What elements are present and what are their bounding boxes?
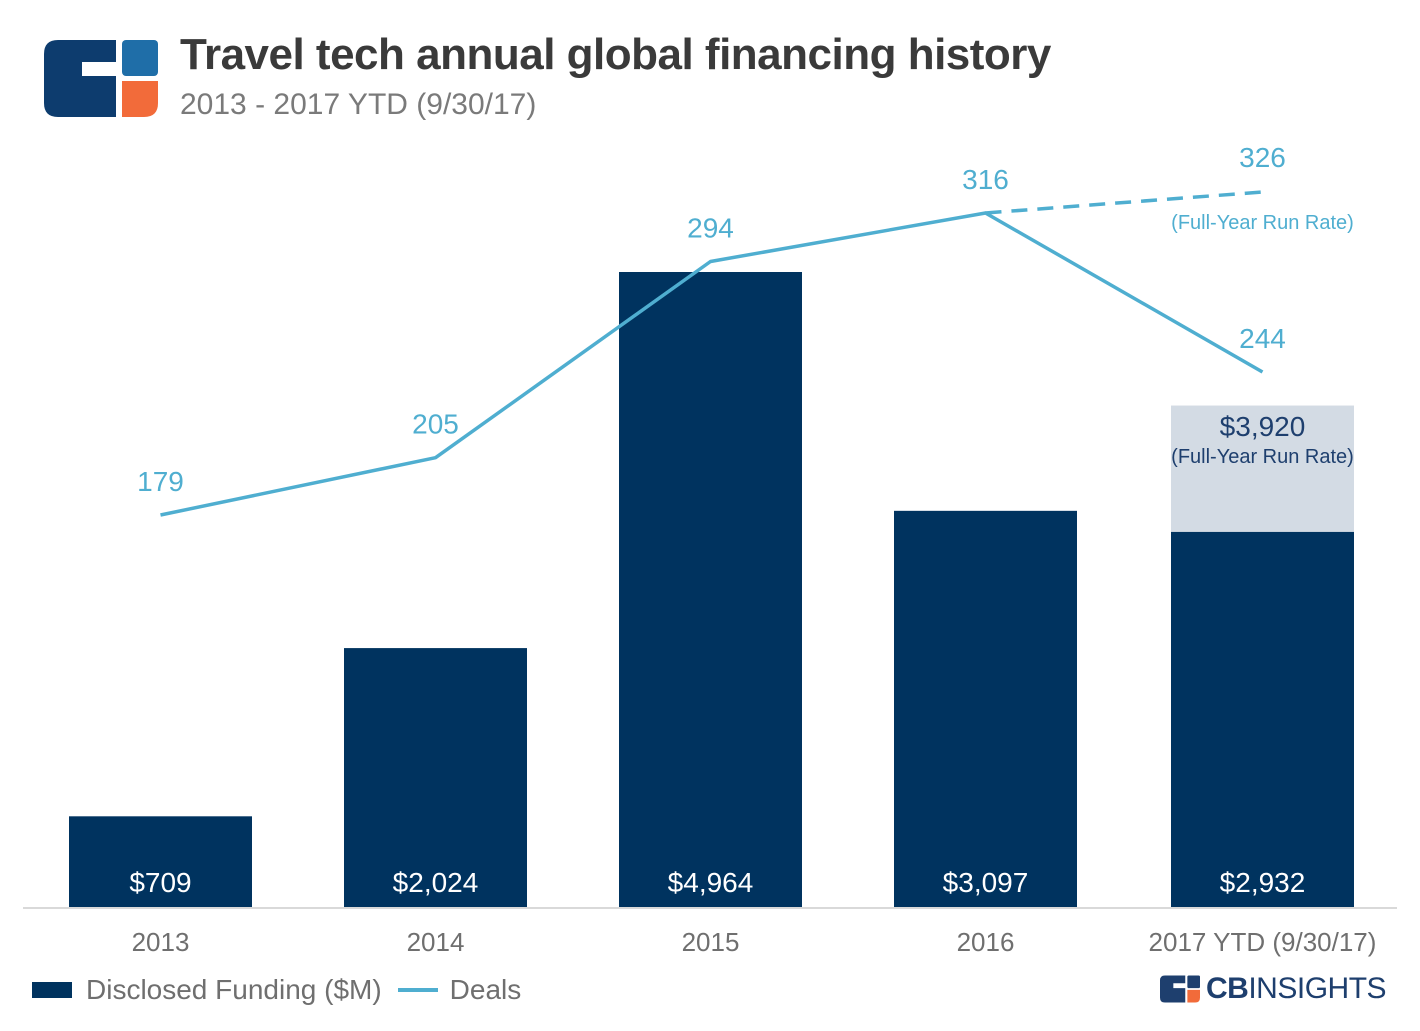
deals-value-label: 244 [1239, 323, 1286, 354]
legend-line-swatch [397, 988, 438, 992]
bar [344, 648, 527, 907]
brand-bold: CB [1206, 972, 1249, 1005]
chart-title: Travel tech annual global financing hist… [180, 30, 1051, 79]
bar [619, 272, 802, 907]
deals-value-label: 294 [687, 212, 734, 243]
deals-line [160, 211, 1264, 517]
legend: Disclosed Funding ($M) Deals [32, 970, 521, 1010]
chart-subtitle: 2013 - 2017 YTD (9/30/17) [180, 88, 537, 121]
legend-deals-label: Deals [449, 974, 522, 1005]
deals-value-label: 316 [962, 164, 1009, 195]
x-tick-label: 2013 [132, 927, 190, 957]
legend-funding-label: Disclosed Funding ($M) [86, 974, 382, 1005]
x-tick-label: 2014 [407, 927, 465, 957]
bar [69, 816, 252, 907]
bar-value-label: $2,932 [1220, 867, 1306, 898]
run-rate-funding-note: (Full-Year Run Rate) [1171, 446, 1354, 468]
run-rate-funding-label: $3,920 [1220, 411, 1306, 442]
x-tick-label: 2015 [682, 927, 740, 957]
run-rate-deals-note: (Full-Year Run Rate) [1171, 212, 1354, 234]
deals-value-label: 179 [137, 466, 184, 497]
brand-icon [1160, 975, 1200, 1003]
bar-value-label: $3,097 [943, 867, 1029, 898]
cb-insights-logo [44, 40, 158, 117]
x-tick-label: 2016 [957, 927, 1015, 957]
bar-value-label: $2,024 [393, 867, 479, 898]
bar [894, 510, 1077, 907]
x-tick-label: 2017 YTD (9/30/17) [1149, 927, 1377, 957]
bar-value-label: $709 [129, 867, 191, 898]
brand-footer: CBINSIGHTS [1160, 972, 1387, 1006]
deals-run-rate-line [985, 190, 1263, 215]
brand-light: INSIGHTS [1248, 972, 1387, 1005]
bar [1171, 531, 1354, 907]
bar-value-label: $4,964 [668, 867, 754, 898]
brand-wordmark: CBINSIGHTS [1206, 972, 1387, 1006]
deals-value-label: 205 [412, 409, 459, 440]
legend-bar-swatch [32, 982, 72, 998]
chart-header: Travel tech annual global financing hist… [0, 0, 1420, 130]
run-rate-deals-label: 326 [1239, 142, 1286, 173]
